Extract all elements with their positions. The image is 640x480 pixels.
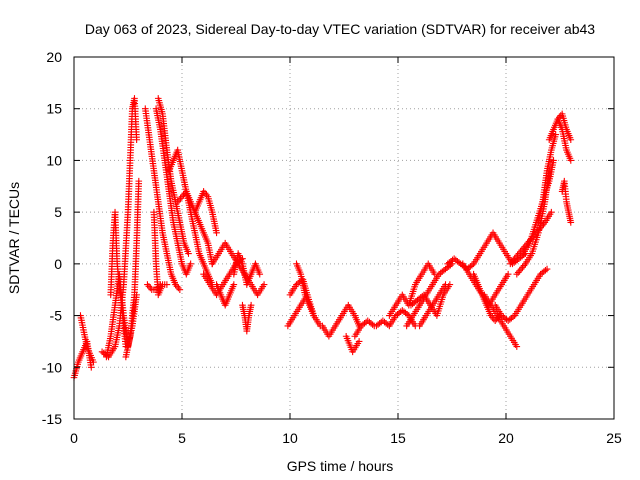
series-s30 (416, 281, 449, 330)
data-point (384, 321, 392, 328)
data-point (187, 260, 194, 268)
x-tick-label: 20 (498, 430, 514, 446)
chart-title: Day 063 of 2023, Sidereal Day-to-day VTE… (85, 21, 595, 37)
data-point (504, 270, 512, 278)
series-s05 (107, 208, 130, 350)
data-point (567, 136, 575, 144)
data-point (567, 219, 575, 226)
data-point (87, 363, 95, 371)
data-point (256, 270, 264, 278)
data-point (247, 301, 255, 309)
x-tick-label: 10 (282, 430, 298, 446)
y-tick-label: -15 (42, 411, 62, 427)
y-tick-label: 10 (46, 152, 62, 168)
data-point (543, 265, 551, 273)
data-point (468, 261, 476, 269)
data-point (513, 343, 521, 350)
data-point (310, 312, 318, 319)
data-point (176, 286, 184, 294)
series-s11 (154, 95, 192, 257)
series-s39 (535, 131, 559, 226)
series-s10 (152, 105, 194, 278)
data-point (403, 310, 411, 318)
series-s35 (491, 265, 551, 325)
series-s41 (558, 177, 575, 226)
y-axis-title: SDTVAR / TECUs (6, 182, 22, 294)
data-points (70, 95, 575, 381)
series-s42 (554, 110, 575, 144)
y-tick-label: 15 (46, 101, 62, 117)
y-tick-label: -5 (50, 308, 63, 324)
series-s06 (122, 177, 143, 361)
data-point (542, 267, 549, 274)
data-point (260, 281, 268, 288)
data-point (135, 177, 143, 185)
series-s19 (239, 301, 255, 335)
y-tick-label: 5 (54, 204, 62, 220)
y-tick-label: 0 (54, 256, 62, 272)
data-point (133, 136, 140, 144)
x-axis-title: GPS time / hours (287, 458, 394, 474)
data-point (509, 313, 517, 321)
plot-frame (73, 56, 615, 420)
y-tick-label: -10 (42, 359, 62, 375)
x-tick-label: 0 (70, 430, 78, 446)
series-s22 (293, 260, 318, 319)
x-tick-label: 25 (606, 430, 622, 446)
series-s07 (141, 105, 184, 294)
axis-ticks (73, 56, 615, 420)
data-point (185, 250, 192, 257)
data-point (567, 157, 575, 164)
series-s14 (191, 188, 220, 237)
data-point (213, 229, 220, 237)
y-tick-labels: -15 -10 -5 0 5 10 15 20 (42, 49, 62, 427)
series-s17 (213, 281, 238, 309)
series-s23 (319, 301, 363, 340)
data-point (163, 281, 171, 288)
data-point (419, 292, 426, 300)
data-point (355, 338, 363, 345)
x-tick-label: 15 (390, 430, 406, 446)
series-s09 (150, 208, 171, 299)
y-tick-label: 20 (46, 49, 62, 65)
series-s27 (386, 260, 439, 319)
data-point (552, 131, 559, 138)
gridlines (74, 57, 614, 419)
x-tick-labels: 0 5 10 15 20 25 (70, 430, 622, 446)
series-s24 (342, 332, 363, 356)
series-s02 (77, 312, 97, 366)
series-s18 (230, 250, 264, 288)
data-point (230, 281, 238, 288)
data-point (548, 208, 555, 216)
x-tick-label: 5 (178, 430, 186, 446)
data-point (90, 358, 97, 366)
data-point (442, 281, 449, 288)
data-point (550, 157, 557, 164)
